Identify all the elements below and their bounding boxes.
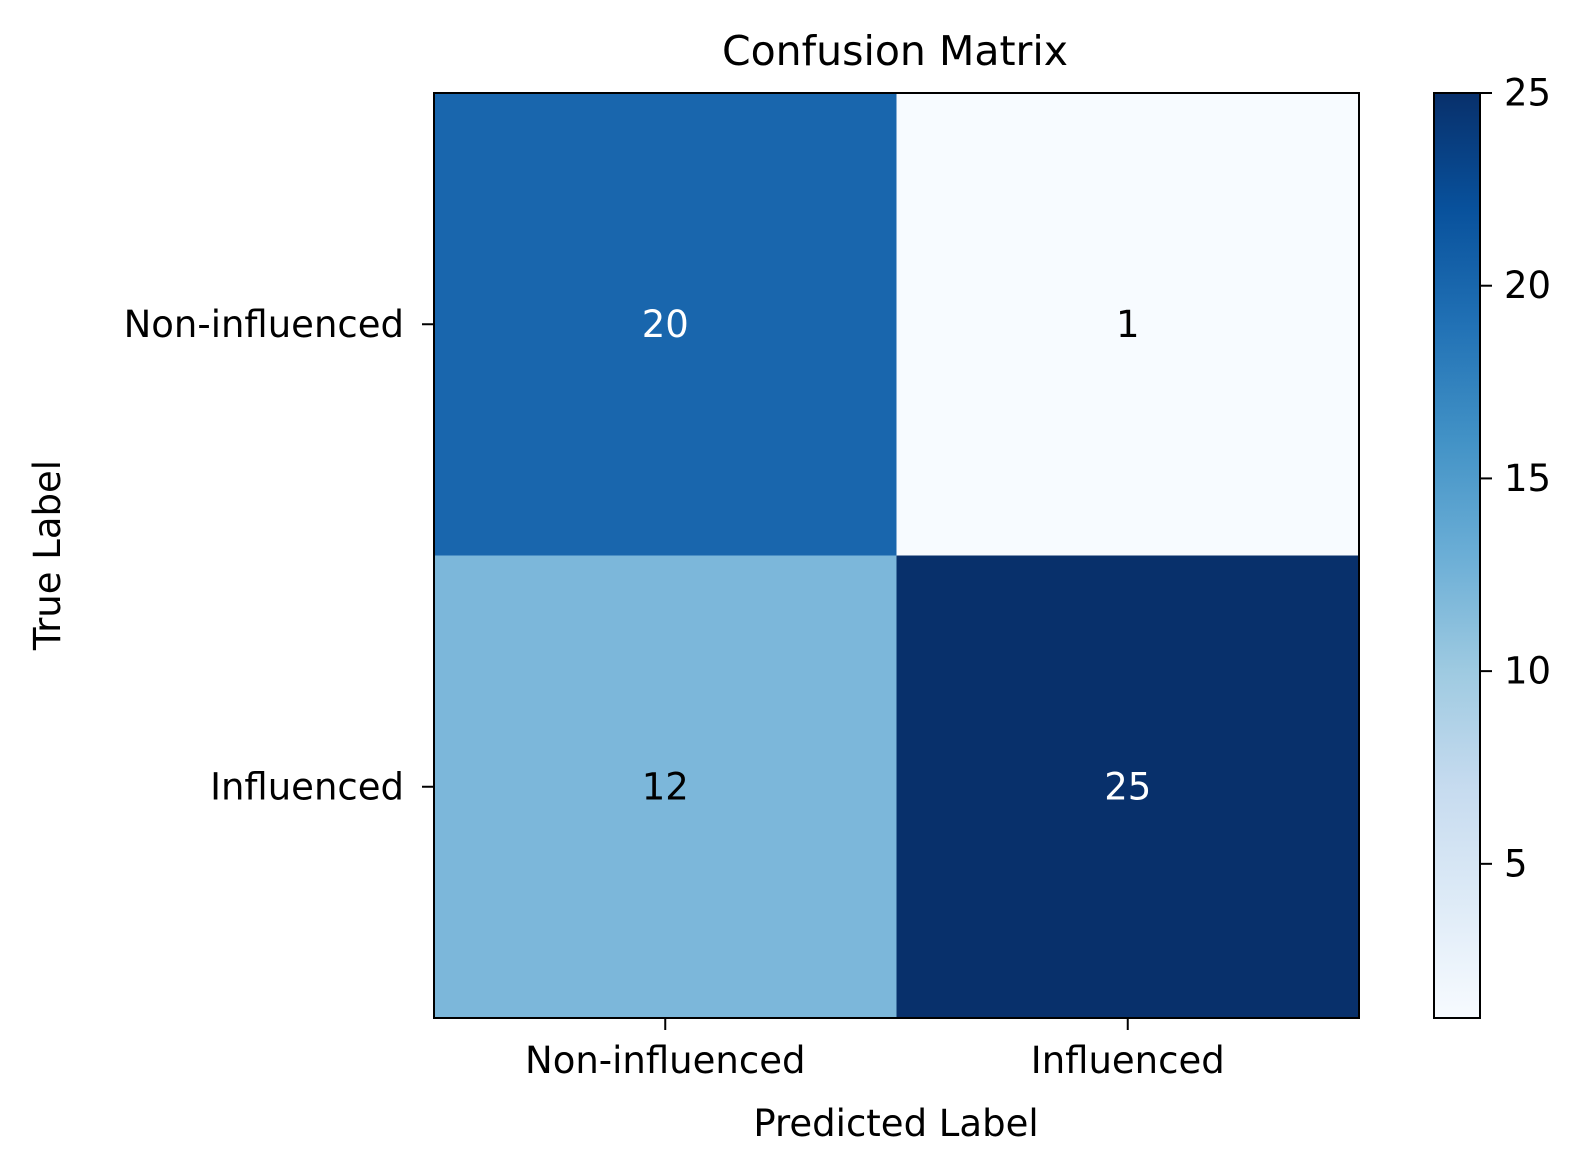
cell-value-label: 12 [642, 765, 689, 808]
x-axis-ticks: Non-influenced Influenced [525, 1018, 1225, 1082]
heatmap-cell-labels: 20 1 12 25 [642, 303, 1152, 809]
colorbar [1433, 92, 1481, 1019]
y-axis-label: True Label [26, 460, 69, 651]
cell-value-label: 20 [642, 303, 689, 346]
x-axis-label: Predicted Label [753, 1102, 1038, 1145]
colorbar-tick-label: 5 [1504, 842, 1528, 885]
cell-value-label: 1 [1116, 303, 1140, 346]
heatmap-cells [434, 93, 1360, 1019]
x-tick-label: Non-influenced [525, 1039, 805, 1082]
heatmap-cell [434, 555, 897, 1019]
colorbar-tick-label: 10 [1504, 650, 1551, 693]
colorbar-tick-label: 15 [1504, 457, 1551, 500]
cell-value-label: 25 [1104, 765, 1151, 808]
heatmap-cell [896, 555, 1360, 1019]
y-tick-label: Non-influenced [124, 303, 404, 346]
heatmap-cell [434, 93, 897, 556]
chart-title: Confusion Matrix [722, 27, 1068, 75]
colorbar-ticks: 5 10 15 20 25 [1480, 72, 1551, 885]
y-axis-ticks: Non-influenced Influenced [124, 303, 434, 808]
y-tick-label: Influenced [210, 765, 404, 808]
colorbar-tick-label: 20 [1504, 264, 1551, 307]
colorbar-tick-label: 25 [1504, 72, 1551, 115]
plot-frame [433, 92, 1360, 1019]
heatmap-cell [896, 93, 1360, 556]
x-tick-label: Influenced [1031, 1039, 1225, 1082]
